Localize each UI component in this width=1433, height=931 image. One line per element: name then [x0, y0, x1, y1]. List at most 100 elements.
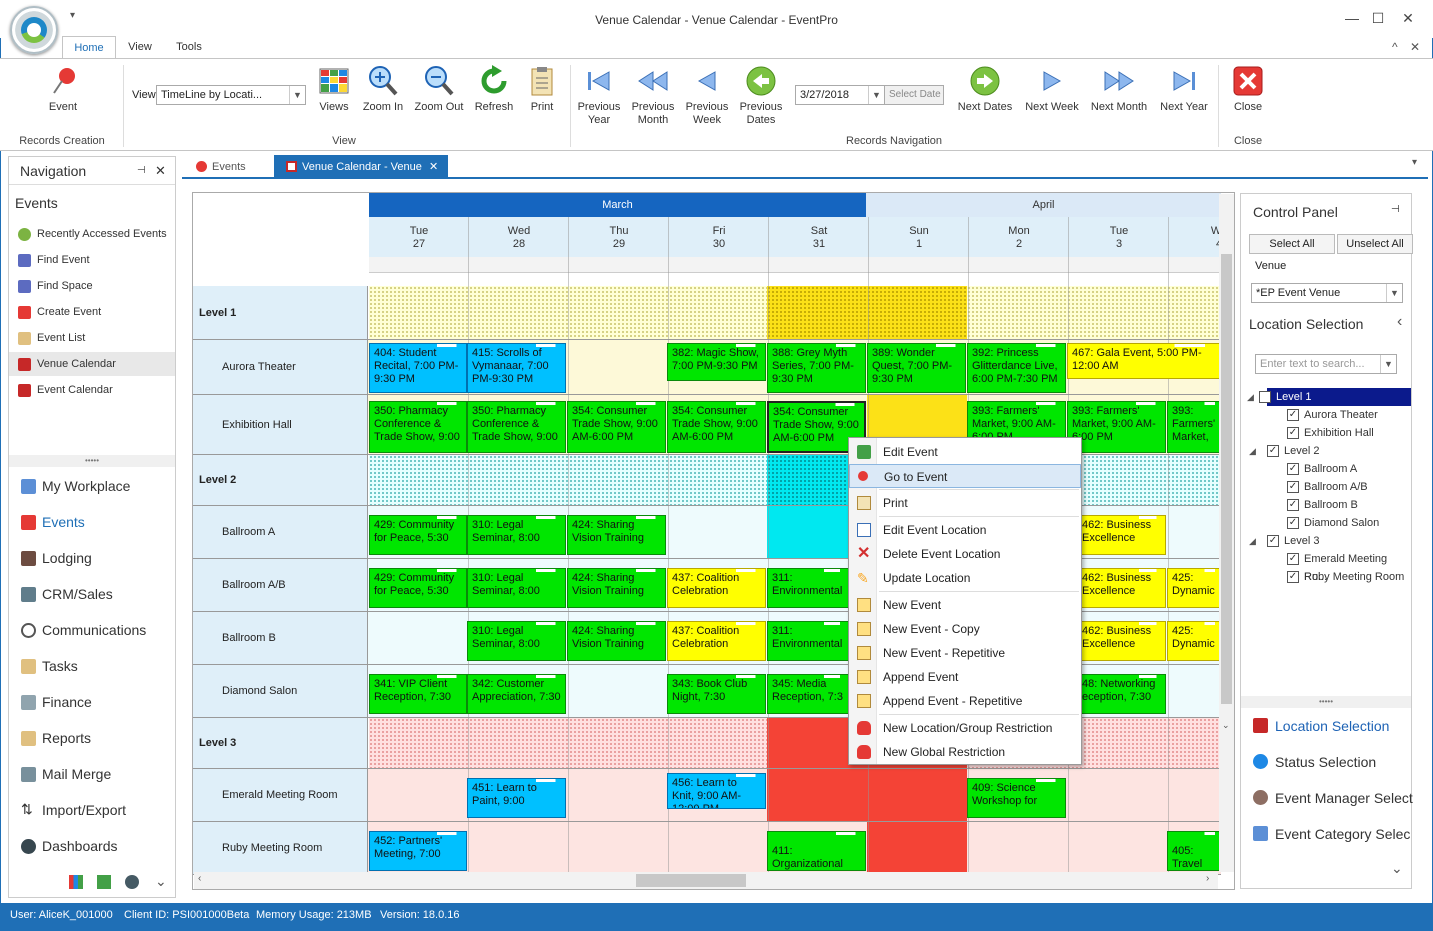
chevron-down-icon[interactable]: ⌄ — [155, 873, 167, 889]
tree-item[interactable]: ✓ Ruby Meeting Room — [1249, 568, 1411, 586]
nav-item-create-event[interactable]: Create Event — [9, 300, 175, 324]
event-block[interactable]: 429: Community for Peace, 5:30 — [369, 515, 467, 555]
checkbox[interactable]: ✓ — [1287, 571, 1299, 583]
ribbon-tab-view[interactable]: View — [128, 41, 152, 53]
nav-big-crm-sales[interactable]: CRM/Sales — [9, 577, 175, 611]
link-status-selection[interactable]: Status Selection — [1253, 750, 1376, 774]
select-all-button[interactable]: Select All — [1249, 234, 1335, 254]
checkbox[interactable]: ✓ — [1287, 481, 1299, 493]
scroll-left-icon[interactable]: ‹ — [198, 873, 202, 884]
nav-big-events[interactable]: Events — [9, 505, 175, 539]
doc-tab-venue-calendar[interactable]: Venue Calendar - Venue ✕ — [274, 155, 448, 179]
pin-icon[interactable]: ⊣ — [137, 165, 146, 176]
nav-item-recently-accessed[interactable]: Recently Accessed Events — [9, 222, 175, 246]
zoom-out-button[interactable]: Zoom Out — [412, 65, 466, 114]
vertical-scrollbar[interactable]: ⌄ — [1219, 194, 1234, 872]
chevron-down-icon[interactable]: ▼ — [868, 86, 884, 104]
event-block[interactable]: 456: Learn to Knit, 9:00 AM-12:00 PM — [667, 773, 766, 809]
event-block[interactable]: 405: Travel — [1167, 831, 1221, 871]
checkbox[interactable]: ✓ — [1267, 445, 1279, 457]
event-block[interactable]: 409: Science Workshop for — [967, 778, 1066, 818]
previous-month-button[interactable]: Previous Month — [630, 65, 676, 127]
event-block[interactable]: 342: Customer Appreciation, 7:30 — [467, 674, 566, 714]
venue-select[interactable]: *EP Event Venue ▼ — [1251, 283, 1403, 303]
date-picker[interactable]: 3/27/2018 ▼ — [795, 85, 885, 105]
maximize-button[interactable]: ☐ — [1371, 10, 1385, 26]
event-block[interactable]: 415: Scrolls of Vymanaar, 7:00 PM-9:30 P… — [467, 343, 566, 393]
event-block[interactable]: 389: Wonder Quest, 7:00 PM-9:30 PM — [867, 343, 966, 393]
nav-big-lodging[interactable]: Lodging — [9, 541, 175, 575]
tree-item[interactable]: ✓ Ballroom A — [1249, 460, 1411, 478]
chevron-down-icon[interactable]: ▼ — [1386, 284, 1402, 302]
nav-big-finance[interactable]: Finance — [9, 685, 175, 719]
next-year-button[interactable]: Next Year — [1156, 65, 1212, 114]
tree-item[interactable]: ✓ Diamond Salon — [1249, 514, 1411, 532]
event-block[interactable]: 350: Pharmacy Conference & Trade Show, 9… — [369, 401, 467, 453]
refresh-button[interactable]: Refresh — [472, 65, 516, 114]
nav-item-find-space[interactable]: Find Space — [9, 274, 175, 298]
chevron-down-icon[interactable]: ▼ — [1380, 355, 1396, 373]
gear-icon[interactable] — [125, 875, 139, 889]
expand-icon[interactable]: ◢ — [1247, 392, 1254, 402]
link-event-manager-select[interactable]: Event Manager Select — [1253, 786, 1413, 810]
unselect-all-button[interactable]: Unselect All — [1337, 234, 1413, 254]
checkbox[interactable]: ✓ — [1287, 499, 1299, 511]
expand-icon[interactable]: ◢ — [1249, 536, 1256, 546]
collapse-icon[interactable]: ‹ — [1397, 313, 1403, 330]
event-block[interactable]: 424: Sharing Vision Training — [567, 515, 666, 555]
tree-item[interactable]: ✓ Emerald Meeting Ro... — [1249, 550, 1411, 583]
menu-item-print[interactable]: Print — [849, 491, 1081, 515]
event-block[interactable]: 310: Legal Seminar, 8:00 — [467, 568, 566, 608]
menu-item-new-global-restriction[interactable]: New Global Restriction — [849, 740, 1081, 764]
event-block[interactable]: 437: Coalition Celebration — [667, 621, 766, 661]
menu-item-new-event[interactable]: New Event — [849, 593, 1081, 617]
close-icon[interactable]: ✕ — [155, 163, 166, 178]
tree-item[interactable]: ✓ Exhibition Hall — [1249, 424, 1411, 442]
splitter-grip[interactable]: ••••• — [9, 455, 175, 467]
view-select[interactable]: TimeLine by Locati... ▼ — [156, 85, 306, 105]
doc-tab-events[interactable]: Events — [184, 155, 274, 179]
tree-group[interactable]: ◢ ✓ Level 1 — [1247, 388, 1411, 406]
views-button[interactable]: Views — [314, 65, 354, 114]
close-window-button[interactable]: ✕ — [1402, 10, 1414, 26]
checkbox[interactable]: ✓ — [1287, 517, 1299, 529]
quick-access-dropdown[interactable]: ▾ — [70, 10, 76, 21]
event-block[interactable]: 350: Pharmacy Conference & Trade Show, 9… — [467, 401, 566, 453]
menu-item-update-location[interactable]: ✎ Update Location — [857, 570, 971, 586]
print-button[interactable]: Print — [522, 65, 562, 114]
checkbox[interactable]: ✓ — [1287, 553, 1299, 565]
event-block[interactable]: 354: Consumer Trade Show, 9:00 AM-6:00 P… — [567, 401, 666, 453]
event-block[interactable]: 437: Coalition Celebration — [667, 568, 766, 608]
nav-item-venue-calendar[interactable]: Venue Calendar — [9, 352, 175, 376]
event-block[interactable]: 429: Community for Peace, 5:30 — [369, 568, 467, 608]
eventpro-logo-icon[interactable] — [10, 6, 58, 54]
event-block[interactable]: 354: Consumer Trade Show, 9:00 AM-6:00 P… — [667, 401, 766, 453]
event-block[interactable]: 424: Sharing Vision Training — [567, 568, 666, 608]
ribbon-close-icon[interactable]: ✕ — [1410, 40, 1421, 54]
nav-big-import-export[interactable]: ⇅ Import/Export — [21, 801, 127, 818]
tabs-dropdown-icon[interactable]: ▾ — [1412, 157, 1418, 168]
menu-item-go-to-event[interactable]: Go to Event — [849, 464, 1081, 488]
event-block[interactable]: 311: Environmental — [767, 568, 849, 608]
line-chart-icon[interactable] — [97, 875, 111, 889]
checkbox[interactable]: ✓ — [1287, 463, 1299, 475]
event-block[interactable]: 393: Farmers' Market, — [1167, 401, 1221, 453]
previous-week-button[interactable]: Previous Week — [684, 65, 730, 127]
event-block[interactable]: 404: Student Recital, 7:00 PM-9:30 PM — [369, 343, 467, 393]
checkbox[interactable]: ✓ — [1287, 409, 1299, 421]
event-block[interactable]: 425: Dynamic — [1167, 621, 1221, 661]
nav-big-my-workplace[interactable]: My Workplace — [9, 469, 175, 503]
event-block[interactable]: 382: Magic Show, 7:00 PM-9:30 PM — [667, 343, 766, 381]
link-location-selection[interactable]: Location Selection — [1253, 714, 1389, 738]
close-button[interactable]: Close — [1226, 65, 1270, 114]
location-search-input[interactable]: Enter text to search... ▼ — [1255, 354, 1397, 374]
next-dates-button[interactable]: Next Dates — [956, 65, 1014, 114]
nav-big-communications[interactable]: Communications — [9, 613, 175, 647]
tree-item[interactable]: ✓ Aurora Theater — [1249, 406, 1411, 424]
nav-item-event-calendar[interactable]: Event Calendar — [9, 378, 175, 402]
menu-item-delete-event-location[interactable]: ✕ Delete Event Location — [857, 545, 1001, 562]
event-block[interactable]: 345: Media Reception, 7:3 — [767, 674, 849, 714]
event-block[interactable]: 451: Learn to Paint, 9:00 — [467, 778, 566, 818]
event-block[interactable]: 462: Business Excellence — [1077, 515, 1166, 555]
event-block[interactable]: 411: Organizational — [767, 831, 866, 871]
